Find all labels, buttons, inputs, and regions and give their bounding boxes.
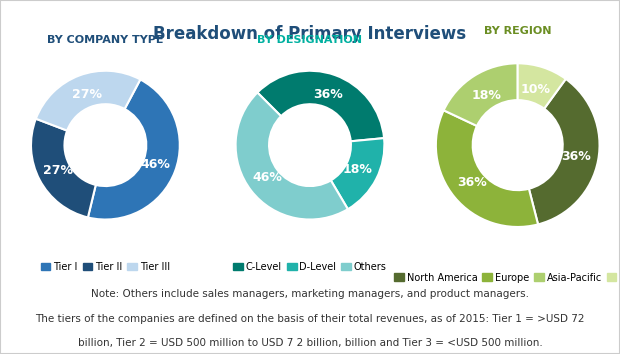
Text: 27%: 27%	[43, 164, 73, 177]
Wedge shape	[518, 63, 566, 109]
Wedge shape	[257, 71, 384, 141]
Text: 27%: 27%	[71, 88, 102, 102]
Wedge shape	[36, 71, 140, 131]
Wedge shape	[331, 138, 384, 209]
Wedge shape	[444, 63, 518, 126]
Wedge shape	[236, 92, 348, 219]
Text: Note: Others include sales managers, marketing managers, and product managers.: Note: Others include sales managers, mar…	[91, 289, 529, 299]
Wedge shape	[436, 110, 538, 227]
Legend: C-Level, D-Level, Others: C-Level, D-Level, Others	[229, 258, 391, 276]
Legend: North America, Europe, Asia-Pacific, RoW: North America, Europe, Asia-Pacific, RoW	[390, 269, 620, 286]
Text: 18%: 18%	[343, 163, 373, 176]
Wedge shape	[88, 79, 180, 219]
Text: 36%: 36%	[560, 150, 590, 163]
Text: 36%: 36%	[313, 88, 343, 101]
Wedge shape	[529, 79, 600, 224]
Text: BY DESIGNATION: BY DESIGNATION	[257, 35, 363, 45]
Text: BY REGION: BY REGION	[484, 26, 551, 36]
Wedge shape	[31, 119, 95, 217]
Text: 18%: 18%	[471, 89, 501, 102]
Legend: Tier I, Tier II, Tier III: Tier I, Tier II, Tier III	[37, 258, 174, 276]
Text: 46%: 46%	[141, 158, 171, 171]
Text: 36%: 36%	[458, 176, 487, 189]
Text: Breakdown of Primary Interviews: Breakdown of Primary Interviews	[153, 25, 467, 43]
Text: 10%: 10%	[521, 82, 551, 96]
Text: The tiers of the companies are defined on the basis of their total revenues, as : The tiers of the companies are defined o…	[35, 314, 585, 324]
Text: 46%: 46%	[253, 171, 283, 184]
Text: billion, Tier 2 = USD 500 million to USD 7 2 billion, billion and Tier 3 = <USD : billion, Tier 2 = USD 500 million to USD…	[78, 338, 542, 348]
Text: BY COMPANY TYPE: BY COMPANY TYPE	[47, 35, 164, 45]
